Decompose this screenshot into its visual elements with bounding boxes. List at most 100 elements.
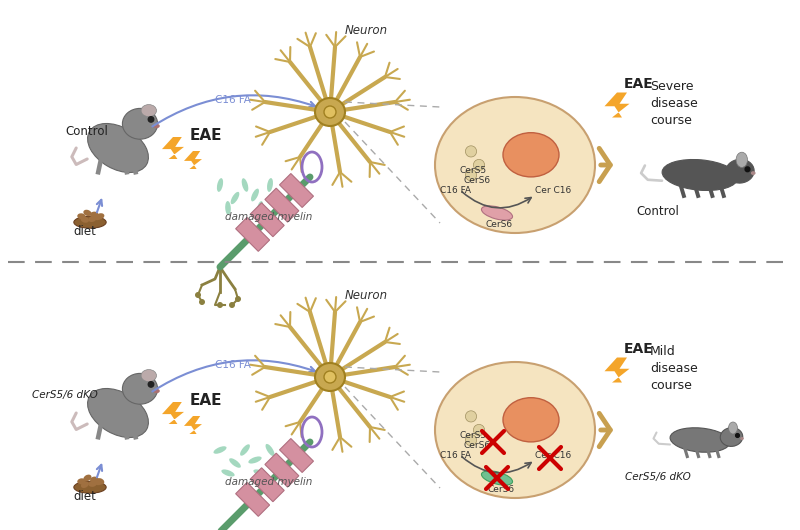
Text: CerS5: CerS5 bbox=[460, 166, 487, 175]
Text: diet: diet bbox=[73, 490, 96, 503]
Ellipse shape bbox=[141, 104, 157, 117]
Ellipse shape bbox=[230, 192, 239, 204]
Polygon shape bbox=[184, 151, 202, 169]
Ellipse shape bbox=[482, 206, 513, 220]
Polygon shape bbox=[250, 203, 284, 237]
Ellipse shape bbox=[482, 471, 513, 485]
Text: Cer C16: Cer C16 bbox=[535, 186, 571, 195]
Ellipse shape bbox=[74, 216, 106, 228]
Ellipse shape bbox=[78, 478, 86, 484]
Circle shape bbox=[466, 146, 477, 157]
Ellipse shape bbox=[670, 428, 730, 452]
Ellipse shape bbox=[225, 201, 231, 215]
Polygon shape bbox=[265, 453, 299, 487]
Ellipse shape bbox=[740, 437, 744, 440]
Text: CerS6: CerS6 bbox=[485, 220, 512, 229]
Text: EAE: EAE bbox=[190, 393, 222, 408]
Text: Neuron: Neuron bbox=[345, 24, 388, 37]
Ellipse shape bbox=[240, 444, 250, 456]
Text: CerS6: CerS6 bbox=[463, 441, 490, 450]
Polygon shape bbox=[279, 173, 314, 207]
Text: EAE: EAE bbox=[624, 77, 654, 91]
Text: C16 FA: C16 FA bbox=[215, 95, 251, 105]
Ellipse shape bbox=[242, 178, 248, 192]
Ellipse shape bbox=[88, 481, 97, 487]
Ellipse shape bbox=[720, 428, 742, 446]
Ellipse shape bbox=[141, 369, 157, 382]
Ellipse shape bbox=[736, 152, 747, 167]
Ellipse shape bbox=[251, 189, 259, 201]
Ellipse shape bbox=[435, 97, 595, 233]
Circle shape bbox=[235, 296, 241, 302]
Circle shape bbox=[466, 411, 477, 422]
Polygon shape bbox=[236, 217, 270, 251]
Text: EAE: EAE bbox=[624, 342, 654, 356]
Ellipse shape bbox=[78, 213, 86, 219]
Ellipse shape bbox=[94, 214, 102, 220]
Ellipse shape bbox=[662, 160, 738, 190]
Ellipse shape bbox=[217, 178, 223, 192]
Ellipse shape bbox=[751, 171, 755, 175]
Circle shape bbox=[474, 425, 485, 436]
Ellipse shape bbox=[154, 124, 160, 128]
Polygon shape bbox=[162, 137, 184, 159]
Ellipse shape bbox=[214, 446, 226, 454]
Text: CerS5/6 dKO: CerS5/6 dKO bbox=[625, 472, 691, 482]
Ellipse shape bbox=[248, 456, 262, 464]
Ellipse shape bbox=[267, 178, 273, 192]
Polygon shape bbox=[236, 482, 270, 516]
Polygon shape bbox=[265, 188, 299, 222]
Circle shape bbox=[148, 382, 154, 387]
Ellipse shape bbox=[87, 123, 149, 172]
Circle shape bbox=[195, 292, 201, 298]
Circle shape bbox=[199, 299, 205, 305]
Text: CerS5/6 dKO: CerS5/6 dKO bbox=[32, 390, 98, 400]
Ellipse shape bbox=[89, 216, 97, 222]
Text: Cer C16: Cer C16 bbox=[535, 451, 571, 460]
Polygon shape bbox=[250, 468, 284, 502]
Polygon shape bbox=[605, 93, 630, 118]
Ellipse shape bbox=[94, 479, 102, 485]
Ellipse shape bbox=[90, 211, 98, 218]
Ellipse shape bbox=[87, 388, 149, 437]
Circle shape bbox=[324, 106, 336, 118]
Circle shape bbox=[474, 160, 485, 171]
Text: Control: Control bbox=[637, 205, 679, 218]
Text: damaged myelin: damaged myelin bbox=[225, 477, 312, 487]
Ellipse shape bbox=[435, 362, 595, 498]
Text: EAE: EAE bbox=[190, 128, 222, 143]
Ellipse shape bbox=[96, 478, 104, 484]
Ellipse shape bbox=[257, 201, 263, 215]
Text: damaged myelin: damaged myelin bbox=[225, 212, 312, 222]
Polygon shape bbox=[605, 358, 630, 383]
Circle shape bbox=[217, 302, 223, 308]
Circle shape bbox=[324, 371, 336, 383]
Polygon shape bbox=[162, 402, 184, 424]
Text: Severe
disease
course: Severe disease course bbox=[650, 80, 698, 127]
Ellipse shape bbox=[81, 217, 89, 223]
Ellipse shape bbox=[90, 476, 98, 483]
Ellipse shape bbox=[96, 213, 104, 219]
Text: CerS6: CerS6 bbox=[487, 485, 514, 494]
Text: Mild
disease
course: Mild disease course bbox=[650, 345, 698, 392]
Ellipse shape bbox=[503, 398, 559, 442]
Text: C16 FA: C16 FA bbox=[440, 451, 471, 460]
Ellipse shape bbox=[315, 98, 345, 126]
Circle shape bbox=[229, 302, 235, 308]
Polygon shape bbox=[184, 416, 202, 434]
Circle shape bbox=[466, 170, 477, 181]
Ellipse shape bbox=[122, 109, 158, 139]
Ellipse shape bbox=[266, 444, 274, 456]
Circle shape bbox=[736, 434, 739, 437]
Text: C16 FA: C16 FA bbox=[440, 186, 471, 195]
Circle shape bbox=[466, 435, 477, 446]
Polygon shape bbox=[279, 438, 314, 472]
Ellipse shape bbox=[122, 374, 158, 404]
Text: diet: diet bbox=[73, 225, 96, 238]
Ellipse shape bbox=[83, 474, 91, 481]
Ellipse shape bbox=[726, 160, 754, 183]
Text: C16 FA: C16 FA bbox=[215, 360, 251, 370]
Ellipse shape bbox=[74, 481, 106, 493]
Ellipse shape bbox=[81, 481, 89, 488]
Text: CerS6: CerS6 bbox=[463, 176, 490, 185]
